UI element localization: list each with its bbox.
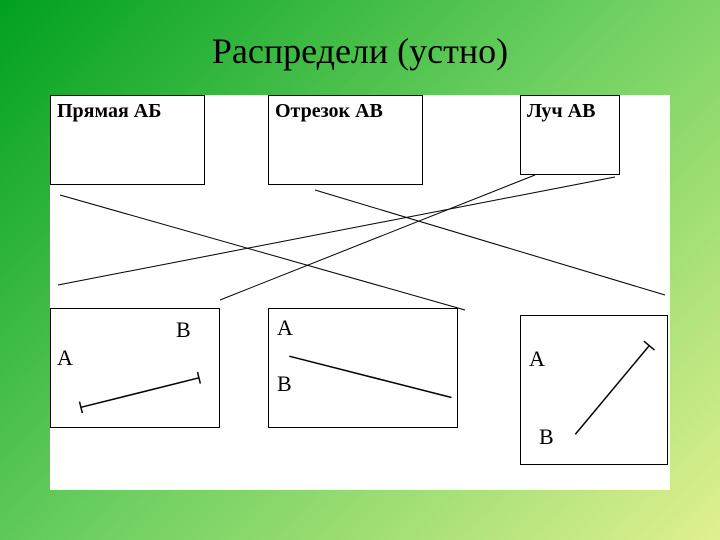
title-text: Распредели (устно) xyxy=(212,31,508,71)
segment-box-label-0: В xyxy=(176,317,191,343)
segment-box-label-1: А xyxy=(57,345,73,371)
content-area: Прямая АБОтрезок АВЛуч АВВААВАВ xyxy=(50,95,670,490)
line-box: АВ xyxy=(268,308,458,428)
segment-box-shape xyxy=(51,309,219,427)
line-box-label-0: А xyxy=(277,315,293,341)
category-box-1: Отрезок АВ xyxy=(268,95,423,185)
category-box-0: Прямая АБ xyxy=(50,95,205,185)
ray-box-label-1: В xyxy=(539,424,554,450)
segment-box: ВА xyxy=(50,308,220,428)
category-box-2: Луч АВ xyxy=(520,95,620,175)
ray-box: АВ xyxy=(520,315,668,465)
ray-box-label-0: А xyxy=(529,346,545,372)
page-title: Распредели (устно) xyxy=(0,30,720,72)
line-box-shape xyxy=(269,309,457,427)
line-box-label-1: В xyxy=(277,371,292,397)
